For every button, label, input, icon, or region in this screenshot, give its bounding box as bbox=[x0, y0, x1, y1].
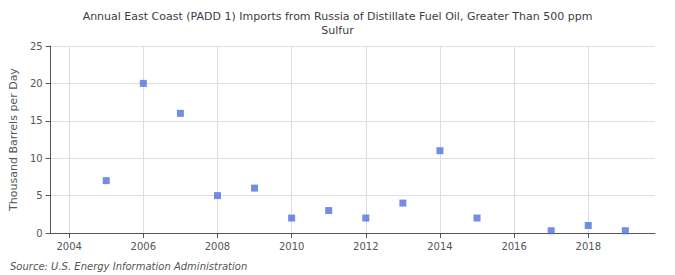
svg-text:Sulfur: Sulfur bbox=[321, 24, 354, 37]
svg-text:2004: 2004 bbox=[56, 241, 81, 252]
svg-text:0: 0 bbox=[36, 228, 42, 239]
svg-text:20: 20 bbox=[30, 78, 43, 89]
svg-text:5: 5 bbox=[36, 190, 42, 201]
svg-text:2016: 2016 bbox=[501, 241, 526, 252]
svg-text:Source: U.S. Energy Informatio: Source: U.S. Energy Information Administ… bbox=[10, 261, 247, 272]
svg-text:2012: 2012 bbox=[353, 241, 378, 252]
svg-text:Thousand Barrels per Day: Thousand Barrels per Day bbox=[7, 68, 20, 212]
svg-text:2018: 2018 bbox=[576, 241, 601, 252]
svg-text:15: 15 bbox=[30, 115, 43, 126]
svg-text:10: 10 bbox=[30, 153, 43, 164]
svg-text:2014: 2014 bbox=[427, 241, 452, 252]
svg-text:2008: 2008 bbox=[205, 241, 230, 252]
svg-text:2006: 2006 bbox=[131, 241, 156, 252]
svg-text:25: 25 bbox=[30, 41, 43, 52]
svg-text:2010: 2010 bbox=[279, 241, 304, 252]
svg-text:Annual East Coast (PADD 1) Imp: Annual East Coast (PADD 1) Imports from … bbox=[83, 10, 593, 23]
